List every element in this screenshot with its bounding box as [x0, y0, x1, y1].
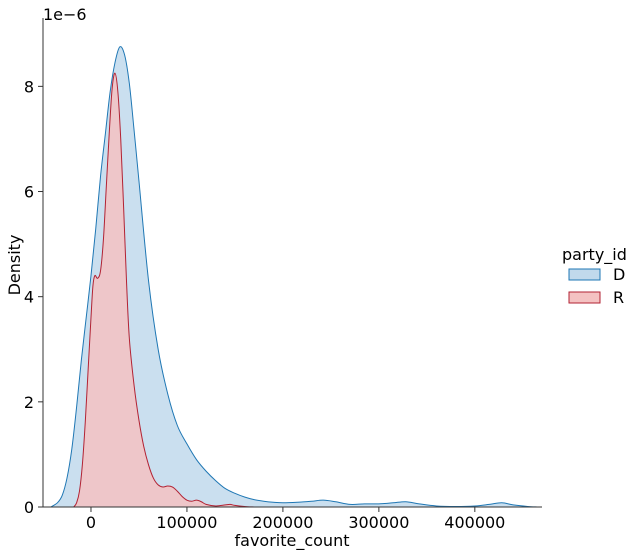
x-tick-label: 0 [86, 513, 96, 532]
x-tick-label: 100000 [156, 513, 217, 532]
x-tick-label: 200000 [252, 513, 313, 532]
density-line-R [73, 72, 255, 508]
y-tick-label: 2 [24, 393, 34, 412]
y-tick-label: 0 [24, 498, 34, 517]
x-tick-label: 400000 [444, 513, 505, 532]
legend-swatch-D [568, 268, 601, 281]
x-axis-ticks: 0 100000 200000 300000 400000 [86, 507, 505, 532]
density-area-R [73, 73, 255, 507]
x-tick-label: 300000 [348, 513, 409, 532]
y-tick-label: 4 [24, 288, 34, 307]
legend-label-D: D [613, 265, 625, 284]
y-offset-label: 1e−6 [43, 5, 87, 24]
density-line-D [50, 46, 538, 508]
x-axis-label: favorite_count [235, 531, 350, 551]
y-tick-label: 8 [24, 77, 34, 96]
legend: party_id DR [562, 245, 627, 307]
legend-swatch-R [568, 291, 601, 304]
legend-label-R: R [613, 288, 624, 307]
y-axis-label: Density [5, 235, 24, 296]
plot-area [50, 46, 538, 508]
y-tick-label: 6 [24, 183, 34, 202]
legend-entries: DR [568, 265, 625, 307]
y-axis-ticks: 0 2 4 6 8 [24, 77, 43, 517]
legend-title: party_id [562, 245, 627, 265]
